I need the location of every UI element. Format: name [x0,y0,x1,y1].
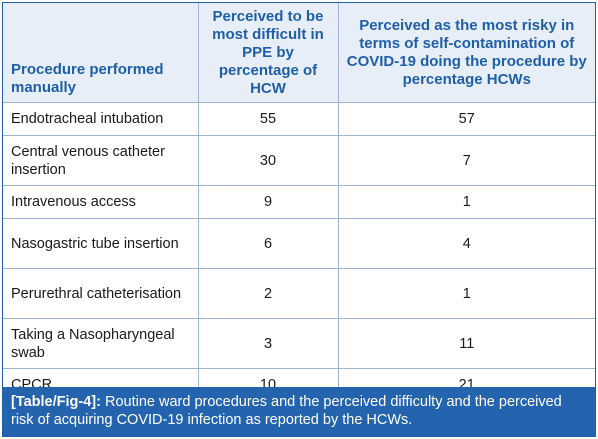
procedure-cell: Nasogastric tube insertion [3,218,199,269]
risky-cell: 1 [338,268,595,319]
risky-cell: 1 [338,185,595,219]
risky-cell: 57 [338,102,595,136]
table-header-row: Procedure performed manually Perceived t… [3,3,595,103]
procedure-cell: Intravenous access [3,185,199,219]
difficult-cell: 30 [198,135,339,186]
procedure-cell: Central venous catheter insertion [3,135,199,186]
header-procedure: Procedure performed manually [3,3,199,103]
procedures-table: Procedure performed manually Perceived t… [3,3,595,402]
table-row: Central venous catheter insertion 30 7 [3,135,595,186]
table-row: Nasogastric tube insertion 6 4 [3,218,595,269]
caption-label: [Table/Fig-4]: [11,394,101,410]
figure-caption: [Table/Fig-4]: Routine ward procedures a… [3,387,595,436]
difficult-cell: 55 [198,102,339,136]
difficult-cell: 3 [198,318,339,369]
header-difficult: Perceived to be most difficult in PPE by… [198,3,339,103]
table-row: Endotracheal intubation 55 57 [3,102,595,136]
caption-text: Routine ward procedures and the perceive… [11,394,562,428]
difficult-cell: 9 [198,185,339,219]
procedure-cell: Taking a Nasopharyngeal swab [3,318,199,369]
difficult-cell: 6 [198,218,339,269]
table-row: Perurethral catheterisation 2 1 [3,268,595,319]
procedure-cell: Endotracheal intubation [3,102,199,136]
risky-cell: 11 [338,318,595,369]
table-row: Intravenous access 9 1 [3,185,595,219]
procedure-cell: Perurethral catheterisation [3,268,199,319]
table-row: Taking a Nasopharyngeal swab 3 11 [3,318,595,369]
risky-cell: 4 [338,218,595,269]
difficult-cell: 2 [198,268,339,319]
risky-cell: 7 [338,135,595,186]
header-risky: Perceived as the most risky in terms of … [338,3,595,103]
